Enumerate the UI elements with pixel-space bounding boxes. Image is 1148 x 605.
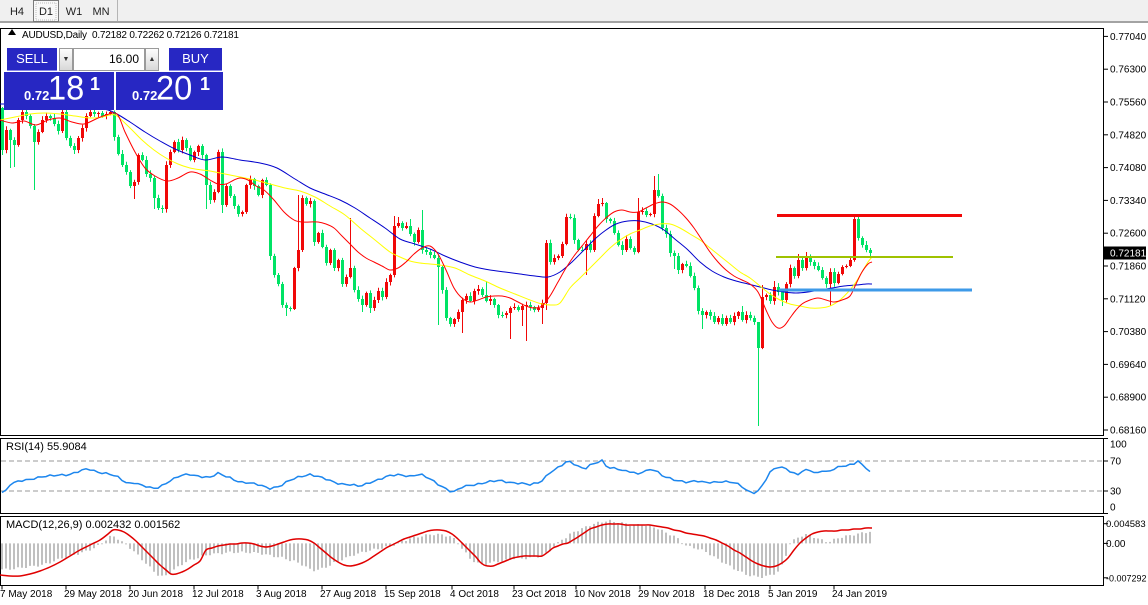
svg-text:0.75560: 0.75560 [1110, 98, 1147, 109]
svg-text:D1: D1 [39, 6, 53, 18]
svg-text:0.71860: 0.71860 [1110, 262, 1147, 273]
svg-text:4 Oct 2018: 4 Oct 2018 [450, 589, 499, 600]
svg-text:100: 100 [1110, 440, 1127, 451]
svg-text:MACD(12,26,9) 0.002432 0.00156: MACD(12,26,9) 0.002432 0.001562 [6, 519, 180, 531]
svg-text:0.68900: 0.68900 [1110, 393, 1147, 404]
svg-text:29 Nov 2018: 29 Nov 2018 [638, 589, 695, 600]
svg-text:0.70380: 0.70380 [1110, 327, 1147, 338]
svg-text:23 Oct 2018: 23 Oct 2018 [512, 589, 567, 600]
svg-text:0.69640: 0.69640 [1110, 360, 1147, 371]
svg-text:70: 70 [1110, 457, 1122, 468]
svg-text:27 Aug 2018: 27 Aug 2018 [320, 589, 377, 600]
svg-text:10 Nov 2018: 10 Nov 2018 [574, 589, 631, 600]
svg-text:12 Jul 2018: 12 Jul 2018 [192, 589, 244, 600]
svg-text:0.73340: 0.73340 [1110, 196, 1147, 207]
svg-text:0.76300: 0.76300 [1110, 65, 1147, 76]
svg-text:3 Aug 2018: 3 Aug 2018 [256, 589, 307, 600]
svg-text:H4: H4 [10, 6, 24, 18]
svg-text:24 Jan 2019: 24 Jan 2019 [832, 589, 887, 600]
svg-text:W1: W1 [66, 6, 83, 18]
svg-text:20 Jun 2018: 20 Jun 2018 [128, 589, 183, 600]
svg-text:0.77040: 0.77040 [1110, 32, 1147, 43]
svg-text:0.004583: 0.004583 [1106, 519, 1146, 530]
svg-text:18 Dec 2018: 18 Dec 2018 [703, 589, 760, 600]
svg-text:0.68160: 0.68160 [1110, 426, 1147, 437]
svg-text:-0.007292: -0.007292 [1106, 573, 1147, 583]
svg-text:0.72600: 0.72600 [1110, 229, 1147, 240]
svg-text:0.74080: 0.74080 [1110, 163, 1147, 174]
svg-text:0: 0 [1110, 503, 1116, 514]
svg-text:0.71120: 0.71120 [1110, 294, 1146, 305]
svg-text:5 Jan 2019: 5 Jan 2019 [768, 589, 818, 600]
svg-text:0.74820: 0.74820 [1110, 130, 1147, 141]
svg-text:30: 30 [1110, 487, 1122, 498]
svg-text:7 May 2018: 7 May 2018 [0, 589, 53, 600]
svg-text:RSI(14) 55.9084: RSI(14) 55.9084 [6, 441, 87, 453]
svg-text:0.72181: 0.72181 [1110, 249, 1147, 260]
svg-text:0.00: 0.00 [1106, 539, 1126, 550]
svg-text:15 Sep 2018: 15 Sep 2018 [384, 589, 441, 600]
svg-text:MN: MN [92, 6, 109, 18]
svg-text:29 May 2018: 29 May 2018 [64, 589, 122, 600]
